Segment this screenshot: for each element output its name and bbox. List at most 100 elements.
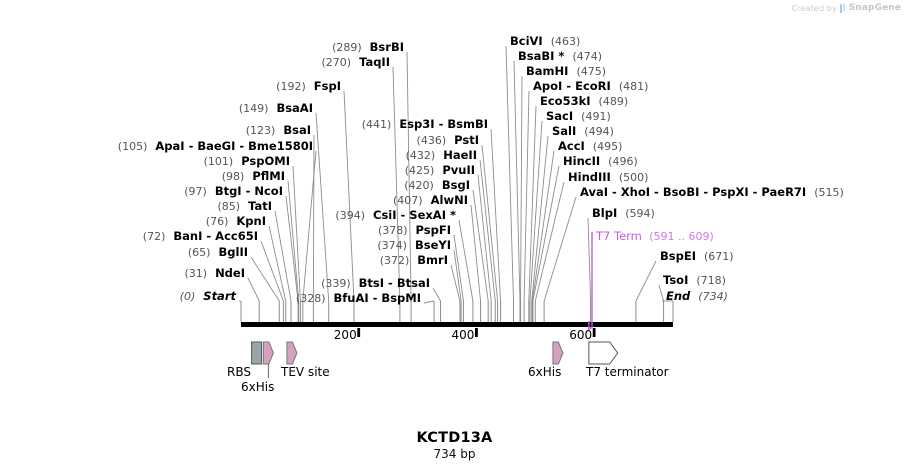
enzyme-site-label[interactable]: SacI (491) — [546, 110, 611, 123]
enzyme-site-label[interactable]: (98) PflMI — [222, 170, 285, 183]
site-position: (31) — [184, 267, 208, 280]
enzyme-site-label[interactable]: BamHI (475) — [526, 65, 606, 78]
enzyme-site-label[interactable]: (76) KpnI — [206, 215, 266, 228]
enzyme-site-label[interactable]: BciVI (463) — [510, 35, 580, 48]
site-position: (378) — [377, 224, 408, 237]
feature-annotation-name: T7 Term — [596, 229, 642, 243]
enzyme-site-label[interactable]: (270) TaqII — [321, 56, 390, 69]
site-enzyme-names: BanI - Acc65I — [173, 229, 258, 243]
enzyme-site-label[interactable]: ApoI - EcoRI (481) — [533, 80, 648, 93]
enzyme-site-label[interactable]: (0) Start — [180, 290, 236, 303]
enzyme-site-label[interactable]: BspEI (671) — [660, 250, 734, 263]
enzyme-site-label[interactable]: (31) NdeI — [184, 267, 245, 280]
feature-glyph[interactable] — [552, 341, 564, 365]
feature-annotation-range: (591 .. 609) — [649, 230, 714, 243]
site-position: (718) — [696, 274, 726, 287]
site-enzyme-names: BsaBI * — [518, 49, 565, 63]
enzyme-site-label[interactable]: (425) PvuII — [405, 164, 475, 177]
enzyme-site-label[interactable]: (105) ApaI - BaeGI - Bme1580I — [118, 140, 313, 153]
feature-glyph[interactable] — [251, 341, 263, 365]
feature-glyph[interactable] — [262, 341, 274, 365]
site-enzyme-names: PvuII — [442, 163, 475, 177]
site-position: (436) — [416, 134, 447, 147]
enzyme-site-label[interactable]: HincII (496) — [563, 155, 638, 168]
enzyme-site-label[interactable]: SalI (494) — [552, 125, 614, 138]
site-enzyme-names: PspOMI — [241, 154, 290, 168]
enzyme-site-label[interactable]: (328) BfuAI - BspMI — [296, 292, 421, 305]
enzyme-site-label[interactable]: (72) BanI - Acc65I — [143, 230, 258, 243]
site-position: (85) — [217, 200, 241, 213]
site-enzyme-names: BtgI - NcoI — [214, 184, 283, 198]
site-position: (494) — [584, 125, 614, 138]
enzyme-site-label[interactable]: End (734) — [666, 290, 728, 303]
enzyme-site-label[interactable]: (372) BmrI — [380, 254, 448, 267]
enzyme-site-label[interactable]: (407) AlwNI — [393, 194, 468, 207]
enzyme-site-label[interactable]: (289) BsrBI — [332, 41, 404, 54]
enzyme-site-label[interactable]: (378) PspFI — [378, 224, 451, 237]
site-position: (328) — [295, 292, 326, 305]
feature-glyph[interactable] — [286, 341, 298, 365]
enzyme-site-label[interactable]: (149) BsaAI — [239, 102, 313, 115]
site-enzyme-names: BsaI — [283, 123, 311, 137]
enzyme-site-label[interactable]: (65) BglII — [188, 246, 248, 259]
site-position: (123) — [245, 124, 276, 137]
feature-track-label[interactable]: RBS — [227, 365, 251, 379]
enzyme-site-label[interactable]: Eco53kI (489) — [540, 95, 628, 108]
site-enzyme-names: NdeI — [215, 266, 245, 280]
enzyme-site-label[interactable]: (101) PspOMI — [204, 155, 290, 168]
enzyme-site-label[interactable]: (97) BtgI - NcoI — [184, 185, 283, 198]
site-position: (463) — [550, 35, 581, 48]
enzyme-site-label[interactable]: (432) HaeII — [406, 149, 477, 162]
site-enzyme-names: CsiI - SexAI * — [373, 208, 456, 222]
feature-track-label[interactable]: TEV site — [281, 365, 330, 379]
site-enzyme-names: ApoI - EcoRI — [533, 79, 611, 93]
feature-track-label[interactable]: 6xHis — [528, 365, 562, 379]
site-enzyme-names: AvaI - XhoI - BsoBI - PspXI - PaeR7I — [580, 185, 807, 199]
site-position: (594) — [625, 207, 655, 220]
site-enzyme-names: BsrBI — [369, 40, 404, 54]
enzyme-site-label[interactable]: BsaBI * (474) — [518, 50, 602, 63]
site-enzyme-names: PstI — [454, 133, 479, 147]
enzyme-site-label[interactable]: (420) BsgI — [404, 179, 470, 192]
site-position: (289) — [332, 41, 362, 54]
site-enzyme-names: HaeII — [443, 148, 477, 162]
site-position: (475) — [576, 65, 607, 78]
site-position: (420) — [404, 179, 434, 192]
enzyme-site-label[interactable]: (394) CsiI - SexAI * — [335, 209, 456, 222]
enzyme-site-label[interactable]: (339) BtsI - BtsaI — [321, 277, 430, 290]
sequence-length: 734 bp — [433, 447, 476, 461]
site-enzyme-names: BspEI — [660, 249, 696, 263]
enzyme-site-label[interactable]: (123) BsaI — [246, 124, 311, 137]
site-position: (101) — [203, 155, 234, 168]
site-enzyme-names: BamHI — [526, 64, 569, 78]
enzyme-site-label[interactable]: (374) BseYI — [377, 239, 451, 252]
enzyme-site-label[interactable]: (436) PstI — [417, 134, 479, 147]
enzyme-site-label[interactable]: AccI (495) — [558, 140, 622, 153]
site-position: (481) — [618, 80, 649, 93]
feature-track-label[interactable]: 6xHis — [241, 380, 275, 394]
site-enzyme-names: HindIII — [568, 170, 611, 184]
site-position: (65) — [187, 246, 211, 259]
site-enzyme-names: BtsI - BtsaI — [358, 276, 430, 290]
site-enzyme-names: HincII — [563, 154, 601, 168]
watermark-brand: SnapGene — [848, 3, 901, 13]
site-enzyme-names: BfuAI - BspMI — [333, 291, 421, 305]
enzyme-site-label[interactable]: AvaI - XhoI - BsoBI - PspXI - PaeR7I (51… — [580, 186, 844, 199]
feature-annotation-label[interactable]: T7 Term (591 .. 609) — [596, 230, 714, 243]
enzyme-site-label[interactable]: BlpI (594) — [592, 207, 655, 220]
sequence-title: KCTD13A — [416, 430, 493, 446]
site-enzyme-names: TaqII — [359, 55, 390, 69]
enzyme-site-label[interactable]: (192) FspI — [276, 80, 341, 93]
feature-glyph[interactable] — [588, 341, 619, 365]
site-position: (489) — [598, 95, 629, 108]
site-position: (407) — [393, 194, 423, 207]
site-position: (76) — [205, 215, 229, 228]
enzyme-site-label[interactable]: TsoI (718) — [663, 274, 726, 287]
enzyme-site-label[interactable]: (85) TatI — [217, 200, 272, 213]
enzyme-site-label[interactable]: HindIII (500) — [568, 171, 648, 184]
enzyme-site-label[interactable]: (441) Esp3I - BsmBI — [362, 118, 488, 131]
site-position: (97) — [184, 185, 207, 198]
feature-track-label[interactable]: T7 terminator — [586, 365, 669, 379]
site-position: (432) — [405, 149, 436, 162]
